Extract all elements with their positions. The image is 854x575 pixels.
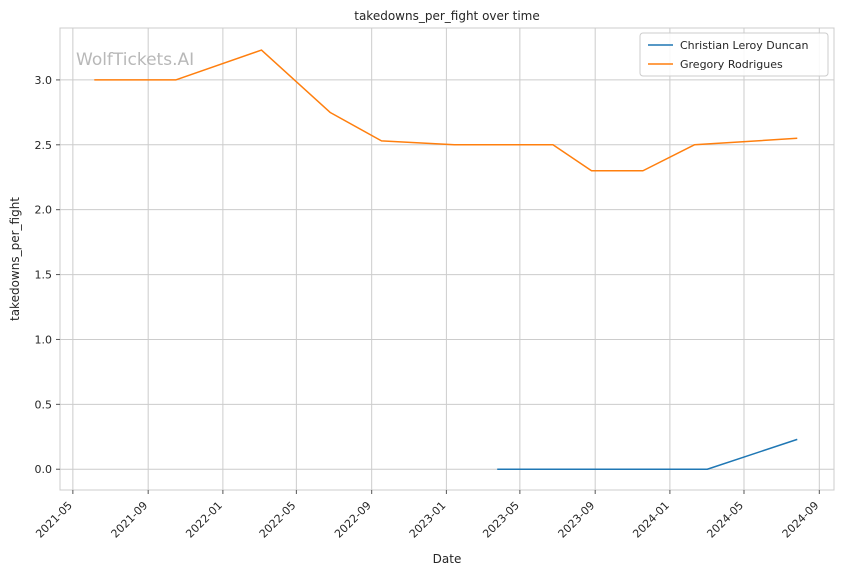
y-tick-label: 0.0 [35, 463, 53, 476]
x-tick-label: 2024-05 [704, 499, 746, 541]
x-tick-label: 2024-01 [630, 499, 672, 541]
x-tick-label: 2021-09 [109, 499, 151, 541]
x-tick-label: 2023-01 [407, 499, 449, 541]
series-line-gregory-rodrigues [94, 49, 798, 172]
series-line-christian-leroy-duncan [497, 438, 798, 470]
y-tick-label: 0.5 [35, 398, 53, 411]
y-axis-ticks: 0.0 0.5 1.0 1.5 2.0 2.5 3.0 [35, 74, 60, 476]
plot-frame [59, 27, 835, 491]
legend: Christian Leroy Duncan Gregory Rodrigues [639, 32, 829, 77]
series-layer [94, 49, 798, 470]
x-tick-label: 2024-09 [780, 499, 822, 541]
y-tick-label: 2.0 [35, 204, 53, 217]
legend-label-gregory-rodrigues: Gregory Rodrigues [680, 58, 783, 71]
chart-title: takedowns_per_fight over time [354, 9, 540, 23]
y-tick-label: 1.5 [35, 269, 53, 282]
legend-box [639, 32, 829, 77]
watermark: WolfTickets.AI [76, 50, 194, 70]
y-axis-title: takedowns_per_fight [8, 197, 22, 321]
x-axis-ticks: 2021-05 2021-09 2022-01 2022-05 2022-09 2023-… [33, 490, 821, 541]
legend-label-christian-leroy-duncan: Christian Leroy Duncan [680, 39, 808, 52]
y-tick-label: 3.0 [35, 74, 53, 87]
plot-background [60, 28, 834, 490]
y-tick-label: 1.0 [35, 333, 53, 346]
x-axis-title: Date [433, 552, 462, 566]
x-tick-label: 2023-09 [556, 499, 598, 541]
x-tick-label: 2023-05 [480, 499, 522, 541]
x-tick-label: 2021-05 [33, 499, 75, 541]
x-tick-label: 2022-09 [332, 499, 374, 541]
y-tick-label: 2.5 [35, 139, 53, 152]
x-tick-label: 2022-05 [257, 499, 299, 541]
x-tick-label: 2022-01 [183, 499, 225, 541]
